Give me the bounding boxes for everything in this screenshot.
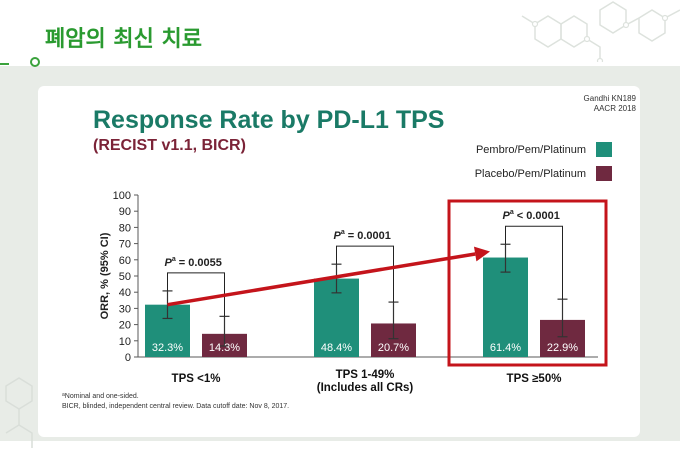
molecule-decoration-icon: [5, 377, 33, 448]
p-value-superscript: a: [172, 256, 176, 263]
data-label-placebo-2: 22.9%: [547, 342, 578, 354]
category-label-2: TPS ≥50%: [507, 373, 562, 385]
p-value-superscript: a: [510, 209, 514, 216]
legend-label-pembro: Pembro/Pem/Platinum: [475, 143, 586, 156]
category-label-0: TPS <1%: [172, 373, 221, 385]
molecule-decoration-icon: [521, 1, 680, 62]
y-tick-label: 0: [125, 352, 131, 364]
y-tick-label: 40: [119, 287, 131, 299]
category-label-1: TPS 1-49%: [336, 369, 395, 381]
legend-item-placebo: Placebo/Pem/Platinum: [475, 166, 612, 181]
p-value-text: < 0.0001: [517, 210, 560, 222]
legend-label-placebo: Placebo/Pem/Platinum: [474, 167, 586, 180]
footnote-text-1: Nominal and one-sided.: [64, 393, 139, 400]
legend-swatch-pembro: [596, 142, 612, 157]
footnote-line-2: BICR, blinded, independent central revie…: [62, 403, 290, 410]
significance-bracket-2: [505, 225, 563, 300]
p-value-text: = 0.0055: [179, 257, 222, 269]
data-label-pembro-1: 48.4%: [321, 342, 352, 354]
trend-arrow-line: [167, 252, 476, 307]
bar-pembro-2: [483, 257, 528, 357]
data-label-placebo-1: 20.7%: [378, 342, 409, 354]
y-tick-label: 100: [113, 190, 131, 202]
p-value-symbol: P: [503, 210, 511, 222]
y-tick-label: 50: [119, 271, 131, 283]
p-value-label-2: Pa < 0.0001: [503, 209, 560, 222]
y-axis-title: ORR, % (95% CI): [99, 232, 111, 319]
data-label-pembro-0: 32.3%: [152, 342, 183, 354]
p-value-label-0: Pa = 0.0055: [165, 256, 222, 269]
y-tick-label: 10: [119, 336, 131, 348]
data-label-placebo-0: 14.3%: [209, 342, 240, 354]
y-tick-label: 80: [119, 222, 131, 234]
y-tick-label: 20: [119, 320, 131, 332]
data-label-pembro-2: 61.4%: [490, 342, 521, 354]
y-tick-label: 30: [119, 303, 131, 315]
highlight-box: [447, 199, 608, 367]
header-title: 폐암의 최신 치료: [45, 27, 202, 52]
chart-title: Response Rate by PD-L1 TPS: [93, 106, 445, 134]
source-line-1: Gandhi KN189: [583, 94, 636, 103]
p-value-text: = 0.0001: [348, 230, 391, 242]
category-note-1: (Includes all CRs): [317, 382, 414, 394]
chart-subtitle: (RECIST v1.1, BICR): [93, 137, 246, 154]
y-tick-label: 70: [119, 239, 131, 251]
legend-swatch-placebo: [596, 166, 612, 181]
trend-arrow-head: [473, 246, 490, 262]
source-line-2: AACR 2018: [593, 104, 636, 113]
p-value-label-1: Pa = 0.0001: [334, 229, 391, 242]
chart-legend: Pembro/Pem/Platinum Placebo/Pem/Platinum: [475, 142, 612, 190]
header-accent-line: [0, 63, 9, 65]
footnote-marker: a: [62, 392, 65, 398]
footnote-line-1: aNominal and one-sided.: [62, 392, 289, 402]
header-accent-dot: [30, 57, 40, 67]
p-value-symbol: P: [165, 257, 173, 269]
y-tick-label: 90: [119, 206, 131, 218]
source-citation: Gandhi KN189 AACR 2018: [584, 94, 636, 114]
y-tick-label: 60: [119, 255, 131, 267]
footnotes: aNominal and one-sided. BICR, blinded, i…: [62, 392, 289, 412]
legend-item-pembro: Pembro/Pem/Platinum: [475, 142, 612, 157]
p-value-superscript: a: [341, 229, 345, 236]
p-value-symbol: P: [334, 230, 342, 242]
significance-bracket-1: [336, 245, 394, 303]
